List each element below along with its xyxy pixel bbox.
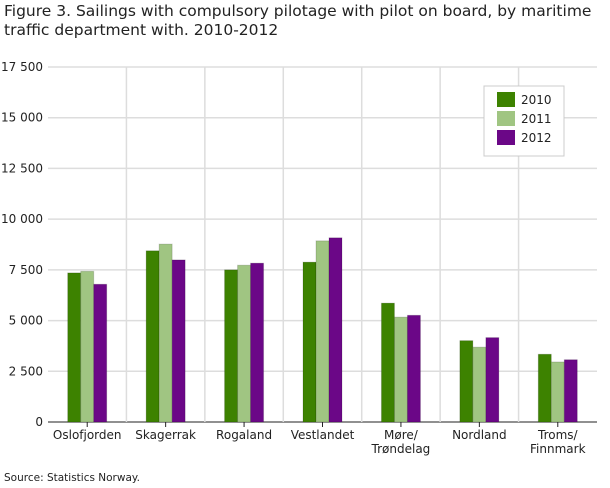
x-tick-label-line: Finnmark <box>530 442 586 456</box>
bar-2010 <box>145 250 160 423</box>
y-tick-label: 15 000 <box>1 111 43 125</box>
y-tick-label: 7 500 <box>9 263 43 277</box>
bar-2010 <box>224 269 239 423</box>
x-tick-label: Vestlandet <box>291 428 355 442</box>
x-tick-label: Møre/Trøndelag <box>371 428 431 456</box>
bar-2011 <box>158 243 173 423</box>
y-tick-label: 2 500 <box>9 364 43 378</box>
x-tick-label-line: Vestlandet <box>291 428 355 442</box>
bar-2012 <box>328 237 343 423</box>
x-tick-label-line: Rogaland <box>216 428 272 442</box>
source-note: Source: Statistics Norway. <box>4 472 140 484</box>
x-tick-label: Skagerrak <box>135 428 196 442</box>
bar-2011 <box>393 316 408 423</box>
legend-label: 2012 <box>521 131 552 145</box>
legend-swatch-2010 <box>497 92 515 107</box>
bar-2010 <box>302 261 317 423</box>
x-tick-label: Oslofjorden <box>53 428 122 442</box>
chart-title: Figure 3. Sailings with compulsory pilot… <box>4 2 592 39</box>
x-tick-label-line: Møre/ <box>384 428 419 442</box>
x-tick-label: Rogaland <box>216 428 272 442</box>
bar-2012 <box>250 262 265 423</box>
bar-2010 <box>67 272 82 423</box>
bar-2012 <box>93 283 108 423</box>
y-tick-label: 0 <box>35 415 43 429</box>
y-tick-label: 17 500 <box>1 60 43 74</box>
bar-2011 <box>80 270 95 423</box>
bar-2011 <box>237 264 252 423</box>
bar-2012 <box>563 359 578 423</box>
bar-2011 <box>472 346 487 423</box>
bar-2010 <box>380 302 395 423</box>
x-tick-label: Nordland <box>452 428 507 442</box>
legend-swatch-2012 <box>497 130 515 145</box>
x-tick-label-line: Skagerrak <box>135 428 196 442</box>
bar-2012 <box>485 337 500 423</box>
bar-2012 <box>171 259 186 423</box>
bar-2010 <box>537 353 552 423</box>
bar-2011 <box>315 240 330 423</box>
x-tick-label-line: Troms/ <box>537 428 579 442</box>
y-tick-label: 5 000 <box>9 314 43 328</box>
legend-swatch-2011 <box>497 111 515 126</box>
legend: 2010 2011 2012 <box>483 85 565 157</box>
x-tick-label-line: Trøndelag <box>371 442 431 456</box>
bar-2011 <box>550 361 565 423</box>
bar-2010 <box>459 340 474 423</box>
legend-label: 2011 <box>521 112 552 126</box>
legend-label: 2010 <box>521 93 552 107</box>
y-tick-label: 10 000 <box>1 212 43 226</box>
bar-2012 <box>406 314 421 423</box>
x-tick-label-line: Nordland <box>452 428 507 442</box>
y-tick-label: 12 500 <box>1 161 43 175</box>
x-tick-label: Troms/Finnmark <box>530 428 586 456</box>
x-tick-label-line: Oslofjorden <box>53 428 122 442</box>
